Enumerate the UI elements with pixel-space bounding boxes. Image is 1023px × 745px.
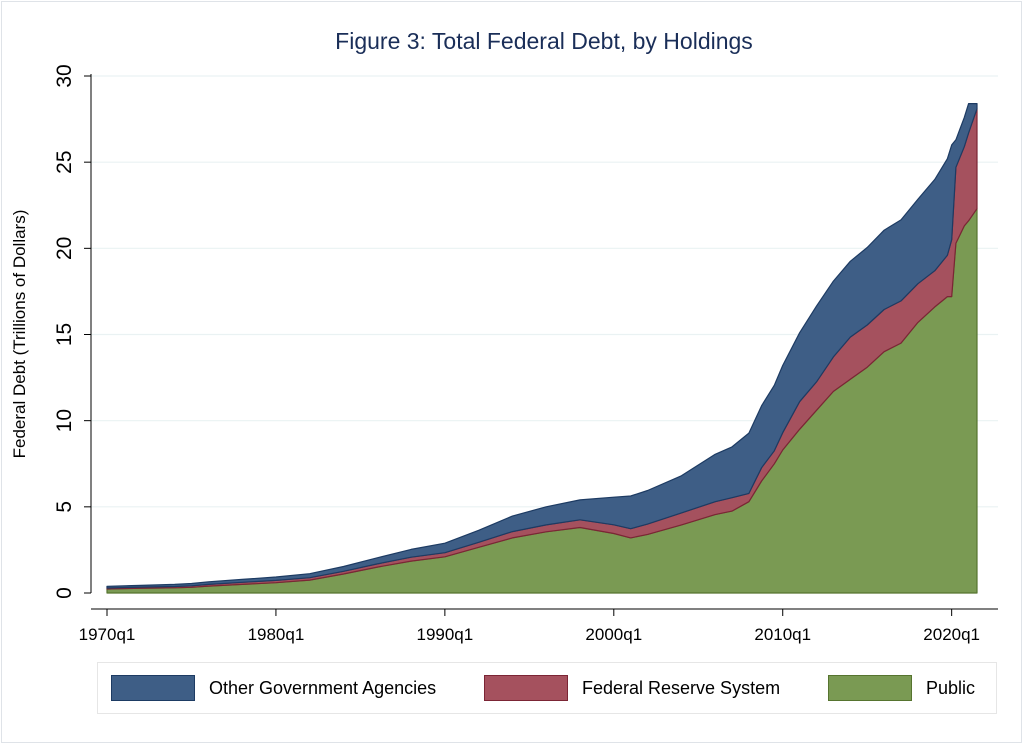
x-tick-label-1990: 1990q1 xyxy=(416,625,473,644)
y-tick-label-5: 5 xyxy=(53,501,76,513)
x-tick-label-2020: 2020q1 xyxy=(923,625,980,644)
axes: 0 5 10 15 20 25 30 1970q1 1980q1 1990q1 2000q1 2010… xyxy=(53,64,998,644)
legend-item-other-government-agencies: Other Government Agencies xyxy=(111,674,436,702)
y-tick-label-15: 15 xyxy=(53,323,76,346)
y-tick-label-20: 20 xyxy=(53,237,76,260)
legend-swatch-federal-reserve-system xyxy=(484,675,568,701)
legend-label-other-government-agencies: Other Government Agencies xyxy=(209,677,437,698)
area-other-government-agencies xyxy=(106,103,978,589)
x-tick-label-2000: 2000q1 xyxy=(585,625,642,644)
y-tick-label-10: 10 xyxy=(53,409,76,432)
area-series xyxy=(106,103,978,594)
legend-item-public: Public xyxy=(828,674,975,702)
gridlines xyxy=(91,75,998,508)
legend-swatch-other-government-agencies xyxy=(111,675,195,701)
legend-item-federal-reserve-system: Federal Reserve System xyxy=(484,674,780,702)
y-tick-label-25: 25 xyxy=(53,150,76,173)
x-tick-label-1970: 1970q1 xyxy=(79,625,136,644)
legend-label-federal-reserve-system: Federal Reserve System xyxy=(582,677,781,698)
y-axis-title: Federal Debt (Trillions of Dollars) xyxy=(10,210,29,459)
legend: Other Government Agencies Federal Reserv… xyxy=(97,662,997,714)
x-tick-label-1980: 1980q1 xyxy=(248,625,305,644)
legend-swatch-public xyxy=(828,675,912,701)
y-tick-label-0: 0 xyxy=(53,587,76,599)
x-tick-label-2010: 2010q1 xyxy=(754,625,811,644)
legend-label-public: Public xyxy=(926,677,976,698)
chart-title: Figure 3: Total Federal Debt, by Holding… xyxy=(335,28,753,54)
y-tick-label-30: 30 xyxy=(53,64,76,87)
